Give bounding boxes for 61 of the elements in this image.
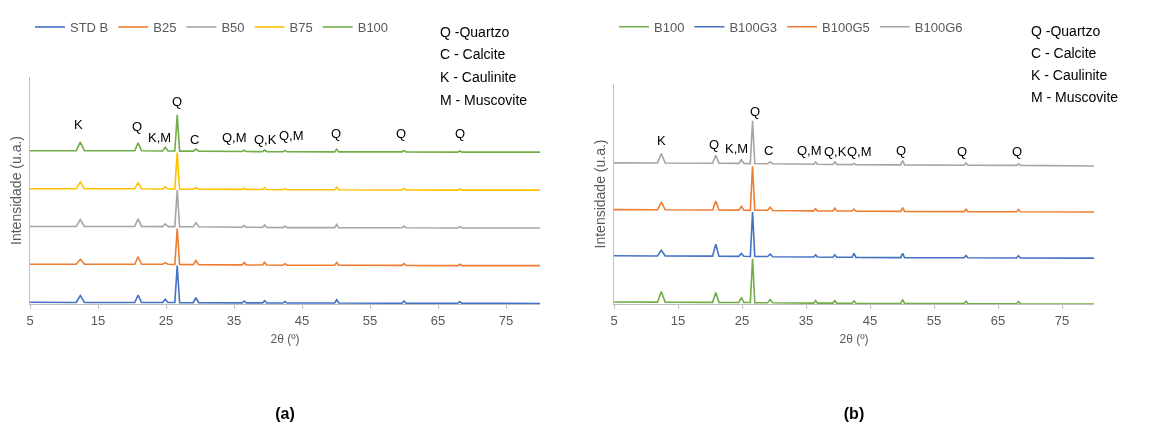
legend-label: B100G3 — [729, 19, 778, 35]
x-tick-label: 65 — [990, 312, 1006, 328]
x-axis-title: 2θ (º) — [839, 332, 869, 347]
text: Q — [750, 104, 761, 119]
annotation: C — [190, 132, 200, 147]
annotation: K — [74, 117, 83, 132]
text: C - Calcite — [1031, 45, 1097, 61]
x-tick-label: 15 — [90, 312, 106, 328]
text: K - Caulinite — [1031, 67, 1108, 83]
x-tick-label: 75 — [498, 312, 514, 328]
annotation: Q — [896, 143, 907, 158]
annotation: Q — [1012, 144, 1023, 159]
annotation: Q — [957, 144, 968, 159]
legend-label: B100 — [654, 19, 685, 35]
text: C - Calcite — [440, 46, 506, 62]
text: (a) — [275, 404, 295, 422]
x-tick-label: 25 — [158, 312, 174, 328]
annotation: Q — [709, 137, 720, 152]
x-tick-label: 45 — [862, 312, 878, 328]
annotation: Q,M — [847, 144, 872, 159]
annotation: Q — [455, 126, 466, 141]
annotation: Q,K — [824, 144, 847, 159]
legend-label: B50 — [221, 20, 245, 36]
annotation: K — [657, 133, 666, 148]
annotation: Q — [396, 126, 407, 141]
legend-label: B25 — [153, 20, 177, 36]
x-tick-label: 5 — [610, 312, 618, 328]
annotation: K,M — [148, 130, 172, 145]
x-tick-label: 35 — [798, 312, 814, 328]
annotation: K,M — [725, 141, 749, 156]
x-tick-label: 55 — [926, 312, 942, 328]
legend-label: STD B — [70, 20, 109, 36]
legend-label: B100G6 — [914, 19, 963, 35]
text: Q -Quartzo — [440, 24, 510, 40]
annotation: Q — [132, 119, 143, 134]
x-tick-label: 15 — [670, 312, 686, 328]
legend-label: B100 — [357, 20, 389, 36]
x-tick-label: 5 — [26, 312, 34, 328]
x-tick-label: 45 — [294, 312, 310, 328]
annotation: Q — [331, 126, 342, 141]
legend-label: B75 — [289, 20, 313, 36]
annotation: Q,M — [222, 130, 247, 145]
annotation: Q,M — [279, 128, 304, 143]
x-tick-label: 65 — [430, 312, 446, 328]
x-axis-title: 2θ (º) — [270, 332, 300, 347]
y-axis-title: Intensidade (u.a.) — [7, 136, 24, 245]
text: Q — [172, 94, 183, 109]
legend-label: B100G5 — [822, 19, 870, 35]
annotation: C — [764, 143, 774, 158]
x-tick-label: 35 — [226, 312, 242, 328]
annotation: Q,K — [254, 132, 277, 147]
text: K - Caulinite — [440, 69, 517, 85]
x-tick-label: 75 — [1054, 312, 1070, 328]
annotation: Q,M — [797, 143, 822, 158]
text: Q -Quartzo — [1031, 23, 1101, 39]
y-axis-title: Intensidade (u.a.) — [591, 139, 608, 249]
x-tick-label: 25 — [734, 312, 750, 328]
text: M - Muscovite — [440, 92, 528, 108]
text: (b) — [843, 404, 865, 422]
x-tick-label: 55 — [362, 312, 378, 328]
text: M - Muscovite — [1031, 89, 1119, 105]
